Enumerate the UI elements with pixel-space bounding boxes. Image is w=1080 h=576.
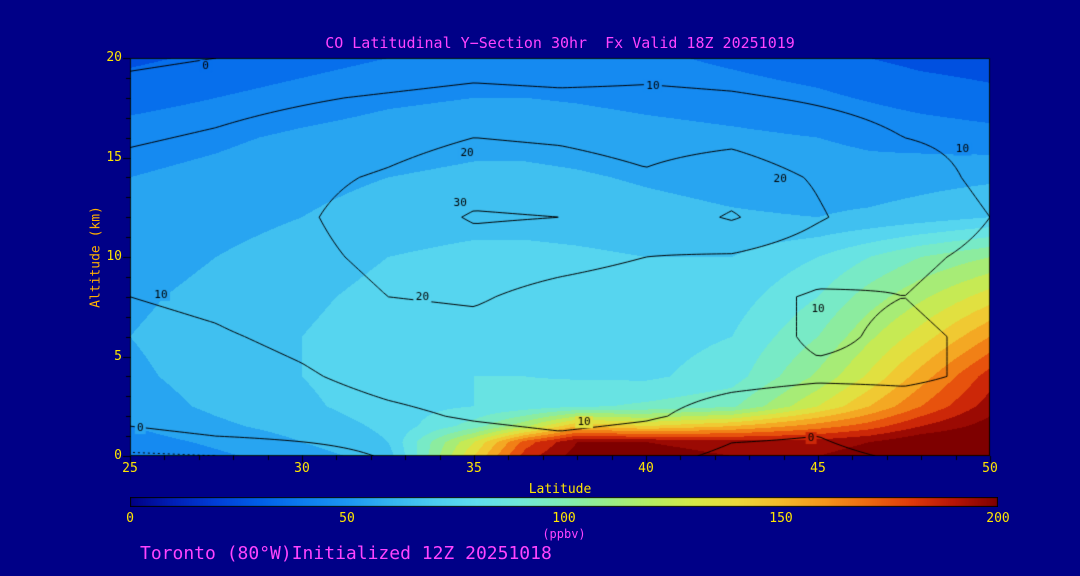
x-tick-label: 35 (466, 461, 482, 476)
x-tick-label: 40 (638, 461, 654, 476)
colorbar-tick-label: 150 (769, 511, 793, 526)
colorbar (130, 497, 998, 507)
plot-area (130, 58, 990, 456)
chart-title: CO Latitudinal Y−Section 30hr Fx Valid 1… (325, 34, 795, 52)
y-tick-label: 5 (114, 348, 122, 364)
x-tick-label: 50 (982, 461, 998, 476)
contour-heatmap-canvas (130, 58, 990, 456)
y-tick-label: 10 (106, 249, 122, 264)
colorbar-tick-label: 0 (126, 511, 134, 526)
y-tick-label: 0 (114, 448, 122, 463)
x-tick-label: 45 (810, 461, 826, 476)
colorbar-tick-label: 100 (552, 511, 576, 526)
x-tick-label: 25 (122, 461, 138, 476)
colorbar-tick-label: 200 (986, 511, 1010, 526)
init-info-text: Toronto (80°W)Initialized 12Z 20251018 (140, 543, 552, 564)
x-tick-label: 30 (294, 461, 310, 476)
x-axis-label: Latitude (528, 482, 592, 497)
colorbar-unit-label: (ppbv) (542, 527, 586, 541)
y-tick-label: 20 (106, 50, 122, 65)
colorbar-tick-label: 50 (339, 511, 355, 526)
y-tick-label: 15 (106, 149, 122, 165)
